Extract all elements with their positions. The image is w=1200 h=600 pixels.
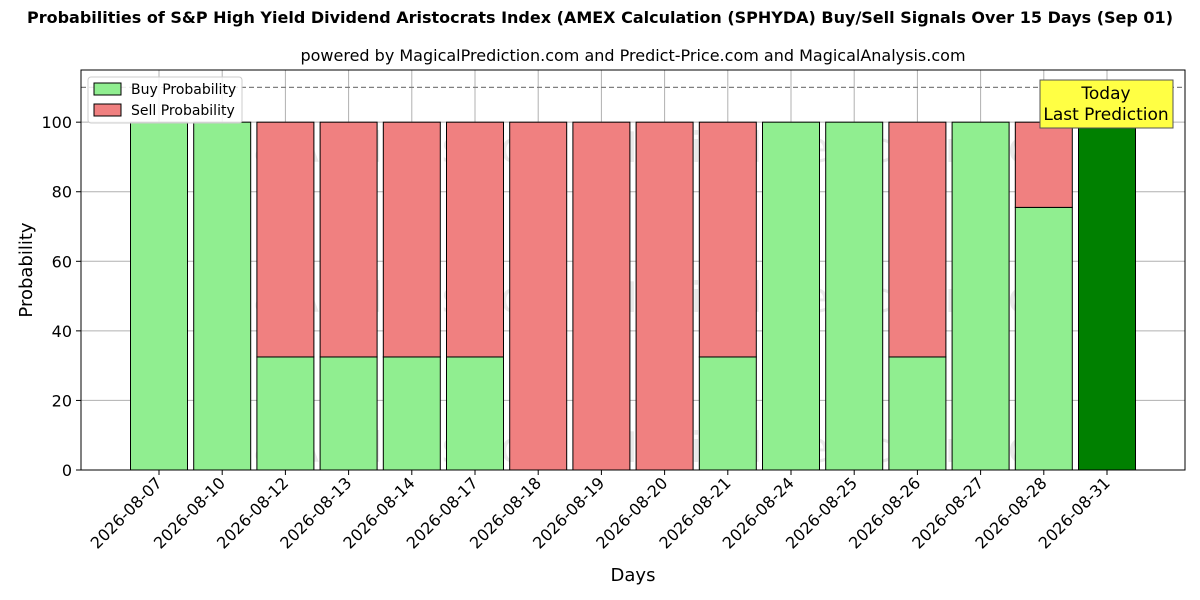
- today-annotation-box: [1039, 79, 1174, 129]
- sell-bar: [509, 121, 568, 471]
- today-annotation-line2: Last Prediction: [1043, 105, 1168, 125]
- legend: Buy Probability Sell Probability: [87, 76, 243, 124]
- today-annotation-line1: Today: [1080, 84, 1130, 104]
- legend-sell-label: Sell Probability: [131, 103, 235, 119]
- legend-box: [87, 76, 243, 124]
- legend-buy-swatch: [93, 82, 122, 96]
- y-tick-label: 80: [52, 183, 72, 202]
- buy-bar: [825, 121, 884, 471]
- legend-sell-swatch: [93, 103, 122, 117]
- buy-bar: [698, 356, 757, 471]
- buy-bar: [382, 356, 441, 471]
- sell-bar: [446, 121, 504, 358]
- y-tick-label: 60: [52, 252, 72, 271]
- sell-bar: [382, 121, 441, 358]
- sell-bar: [572, 121, 631, 471]
- y-tick-label: 0: [62, 461, 72, 480]
- sell-bar: [256, 121, 315, 358]
- y-axis-label: Probability: [16, 222, 37, 317]
- y-tick-label: 100: [41, 113, 72, 132]
- buy-bar: [1014, 206, 1073, 471]
- plot-frame: [80, 69, 1186, 471]
- buy-bar: [319, 356, 378, 471]
- buy-bar: [256, 356, 315, 471]
- buy-bar: [193, 121, 252, 471]
- y-tick-label: 40: [52, 322, 72, 341]
- sell-bar: [888, 121, 947, 358]
- chart-subtitle: powered by MagicalPrediction.com and Pre…: [300, 46, 966, 65]
- y-tick-label: 20: [52, 391, 72, 410]
- sell-bar: [698, 121, 757, 358]
- buy-bar: [130, 121, 188, 471]
- sell-bar: [319, 121, 378, 358]
- today-bar: [1078, 121, 1136, 471]
- today-annotation: Today Last Prediction: [1039, 79, 1174, 129]
- sell-bar: [635, 121, 694, 471]
- bars-layer: [81, 86, 1185, 471]
- x-axis-label: Days: [611, 565, 656, 586]
- buy-bar: [446, 356, 504, 471]
- chart-title: Probabilities of S&P High Yield Dividend…: [26, 8, 1173, 27]
- buy-bar: [888, 356, 947, 471]
- legend-buy-label: Buy Probability: [131, 82, 236, 98]
- buy-bar: [951, 121, 1010, 471]
- sell-bar: [1014, 121, 1073, 208]
- buy-bar: [762, 121, 820, 471]
